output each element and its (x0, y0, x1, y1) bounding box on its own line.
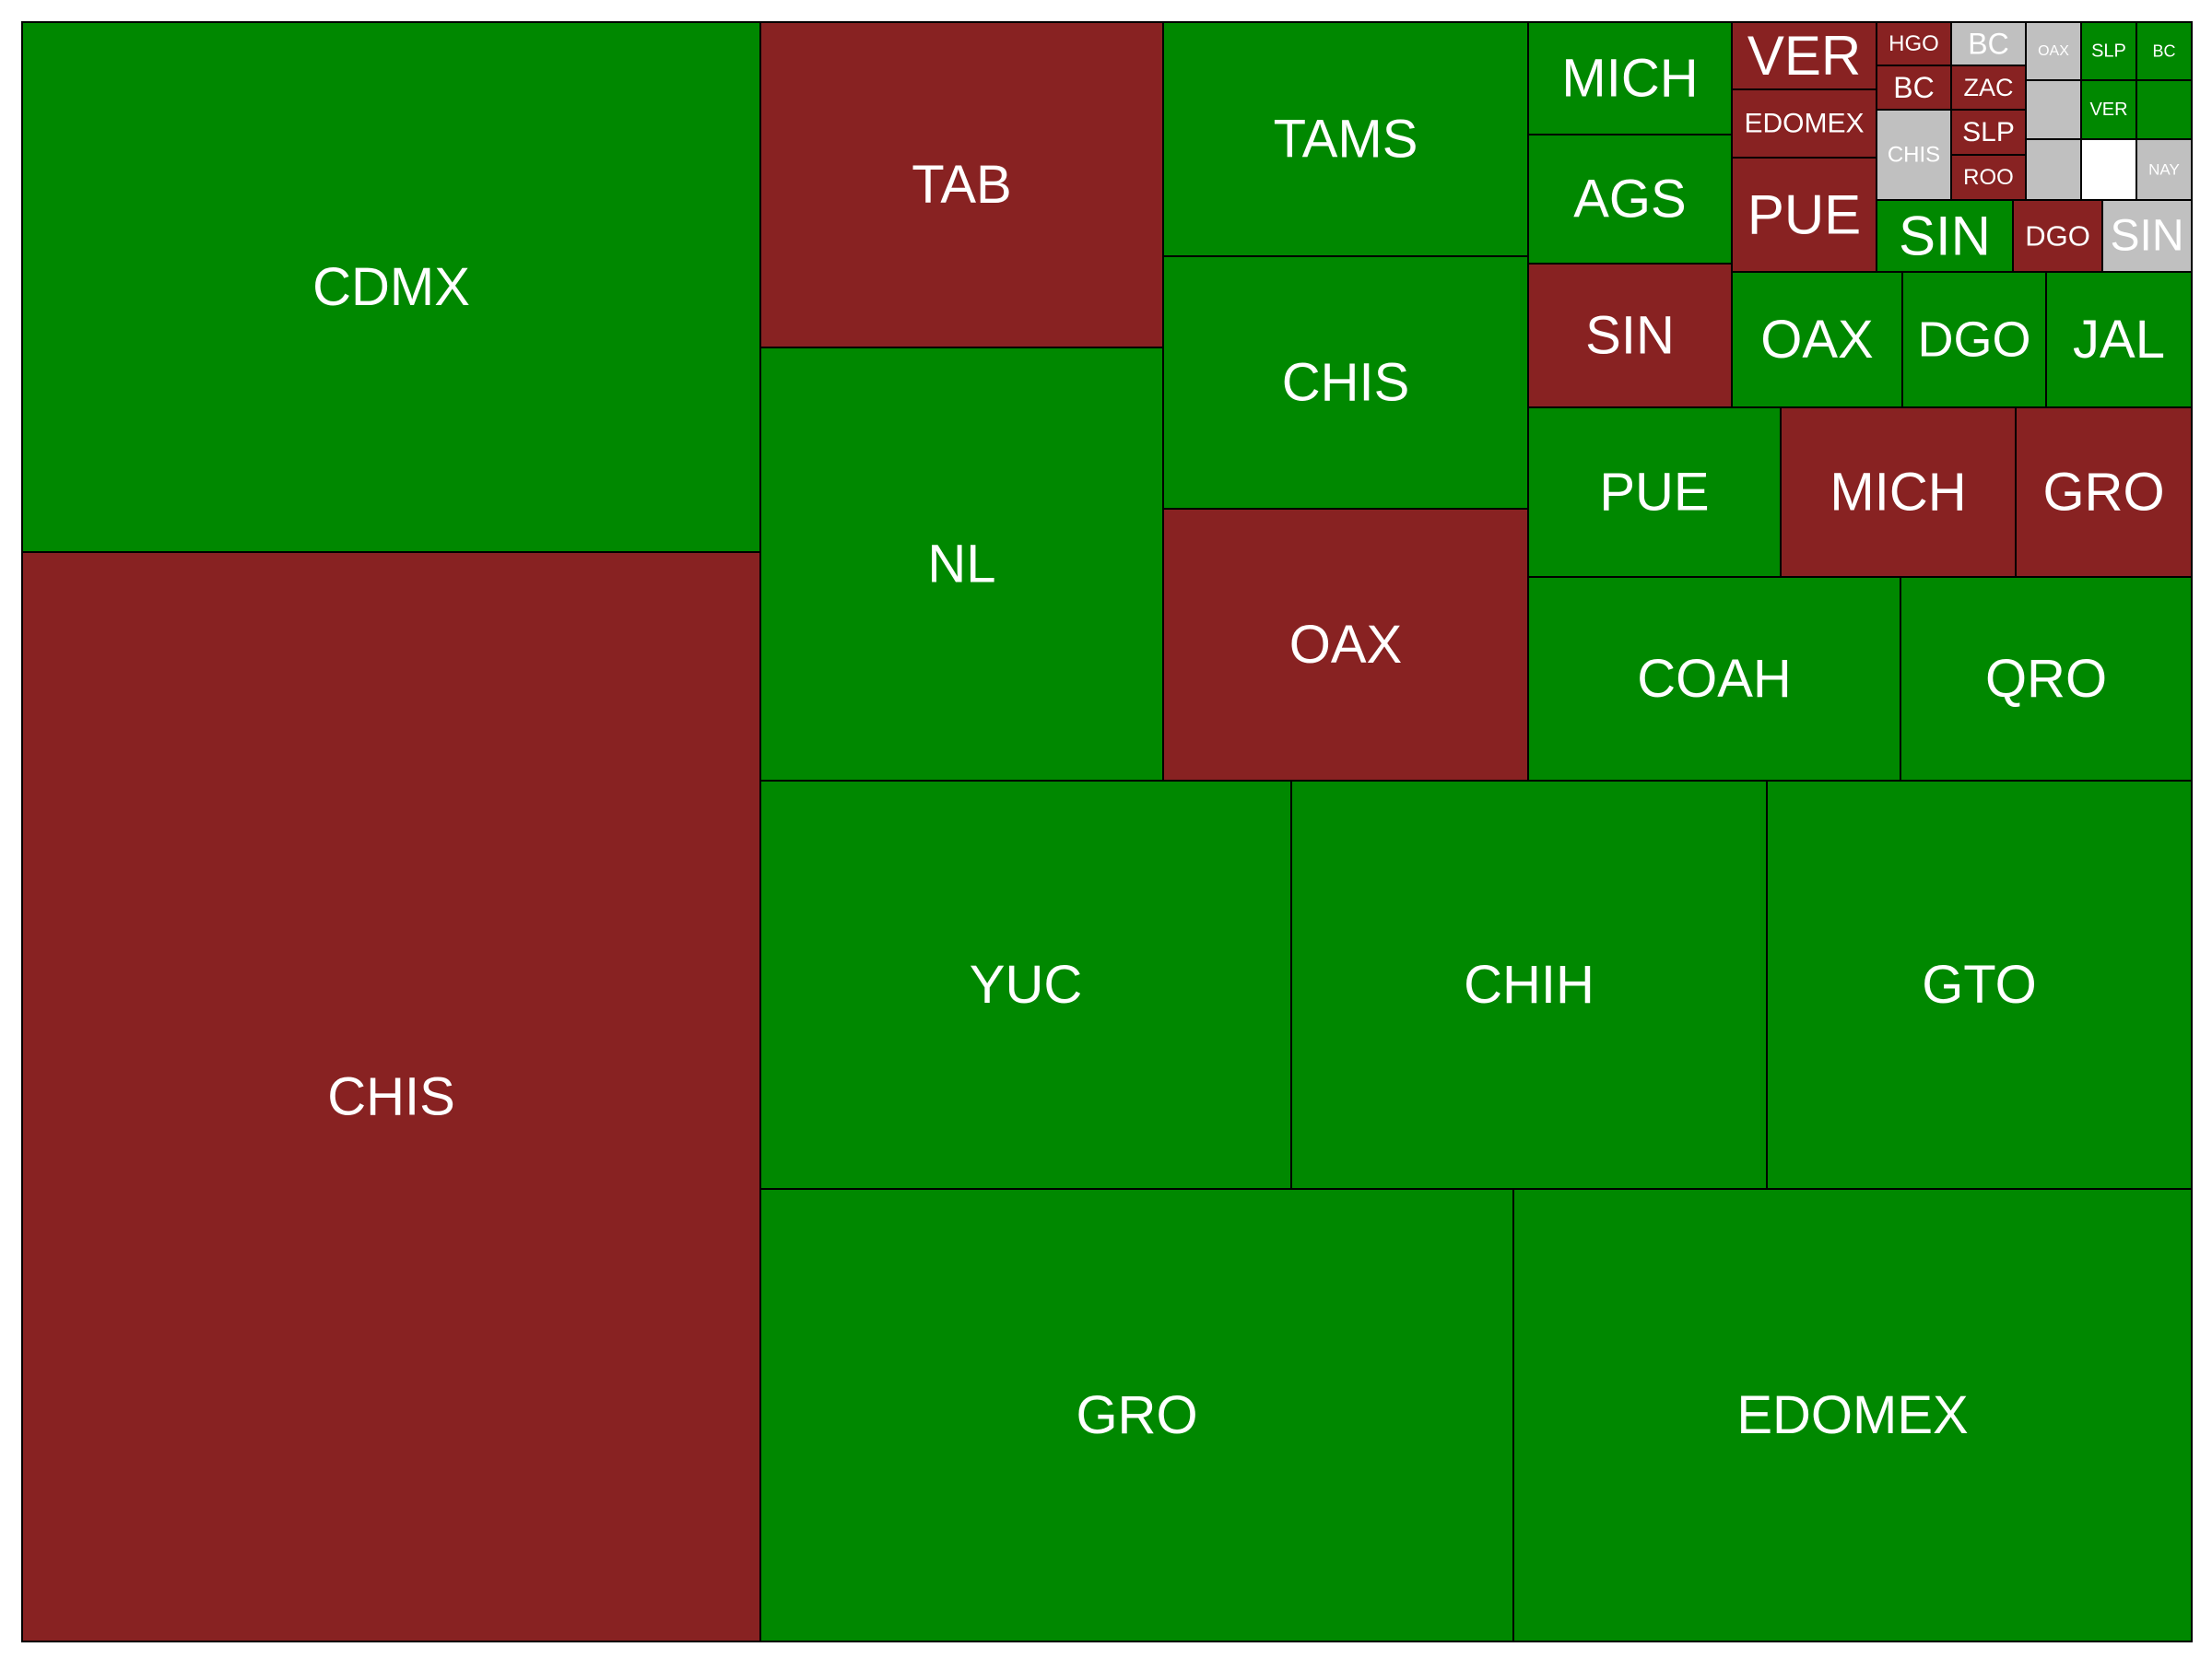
cell-gto-green (1766, 780, 2193, 1190)
cell-tams-green (1162, 21, 1529, 257)
cell-mich-red-label: MICH (1830, 463, 1966, 523)
cell-yuc-green (759, 780, 1292, 1190)
cell-sin-gray-label: SIN (2110, 212, 2183, 261)
cell-slp-green (2080, 21, 2137, 81)
cell-edomex-green-label: EDOMEX (1736, 1385, 1968, 1445)
cell-coah-green-label: COAH (1637, 649, 1792, 709)
cell-zac-red-label: ZAC (1964, 74, 2014, 101)
cell-sin-red (1527, 263, 1733, 408)
cell-bc-green (2136, 21, 2193, 81)
cell-oax-gray-label: OAX (2038, 43, 2069, 59)
cell-gto-green-label: GTO (1922, 955, 2037, 1015)
cell-dgo-green-label: DGO (1917, 312, 2030, 368)
cell-chis-green (1162, 255, 1529, 510)
cell-chis-gray (1876, 109, 1952, 201)
cell-roo-red (1950, 154, 2027, 201)
cell-tab-red (759, 21, 1164, 348)
cell-roo-red-label: ROO (1963, 165, 2014, 190)
cell-tab-red-label: TAB (912, 155, 1012, 215)
cell-nl-green (759, 347, 1164, 782)
cell-dgo-red-label: DGO (2025, 220, 2090, 253)
cell-jal-green (2045, 271, 2193, 408)
cell-oax-gray (2025, 21, 2082, 81)
cell-ags-green-label: AGS (1573, 170, 1687, 229)
cell-pue-red-label: PUE (1747, 184, 1861, 246)
cell-ver-green (2080, 79, 2137, 140)
cell-chis-red (21, 551, 761, 1642)
cell-mich-green (1527, 21, 1733, 135)
cell-sin-gray (2101, 199, 2193, 273)
cell-chis-gray-label: CHIS (1888, 143, 1940, 168)
cell-blank-green (2136, 79, 2193, 140)
cell-chih-green-label: CHIH (1464, 955, 1594, 1015)
cell-ver-red (1731, 21, 1877, 90)
cell-jal-green-label: JAL (2073, 310, 2165, 370)
cell-bc-red-label: BC (1893, 71, 1934, 104)
cell-hgo-red-label: HGO (1888, 31, 1939, 56)
cell-ver-red-label: VER (1747, 25, 1861, 87)
cell-nl-green-label: NL (927, 535, 995, 594)
cell-oax-red (1162, 508, 1529, 782)
cell-zac-red (1950, 65, 2027, 111)
cell-oax-red-label: OAX (1289, 615, 1403, 675)
cell-qro-green-label: QRO (1985, 649, 2107, 709)
cell-cdmx-green (21, 21, 761, 553)
cell-qro-green (1900, 576, 2193, 782)
cell-cdmx-green-label: CDMX (312, 257, 470, 317)
cell-nay-gray-label: NAY (2148, 161, 2180, 179)
cell-ver-green-label: VER (2089, 100, 2127, 120)
cell-bc-gray-label: BC (1968, 28, 2008, 61)
cell-blank-gray (2025, 138, 2082, 201)
cell-slp-red-label: SLP (1962, 117, 2015, 147)
cell-oax-green (1731, 271, 1903, 408)
cell-bc-gray (1950, 21, 2027, 66)
cell-gro-green (759, 1188, 1514, 1642)
cell-blank-gray (2025, 79, 2082, 140)
cell-nay-gray (2136, 138, 2193, 201)
cell-tams-green-label: TAMS (1274, 110, 1418, 170)
cell-chis-red-label: CHIS (327, 1067, 455, 1127)
cell-mich-green-label: MICH (1561, 49, 1698, 109)
cell-chih-green (1290, 780, 1768, 1190)
cell-chis-green-label: CHIS (1282, 353, 1410, 413)
cell-oax-green-label: OAX (1760, 310, 1874, 370)
cell-edomex-green (1512, 1188, 2193, 1642)
cell-bc-green-label: BC (2152, 42, 2175, 61)
cell-coah-green (1527, 576, 1901, 782)
cell-slp-green-label: SLP (2091, 41, 2126, 62)
cell-yuc-green-label: YUC (970, 955, 1082, 1015)
cell-gro-red-label: GRO (2042, 463, 2164, 523)
cell-gro-green-label: GRO (1076, 1385, 1197, 1445)
cell-sin-green-label: SIN (1899, 206, 1991, 267)
cell-pue-green-label: PUE (1599, 463, 1709, 523)
cell-edomex-red-label: EDOMEX (1744, 109, 1864, 139)
cell-pue-red (1731, 157, 1877, 273)
cell-sin-red-label: SIN (1585, 306, 1675, 366)
